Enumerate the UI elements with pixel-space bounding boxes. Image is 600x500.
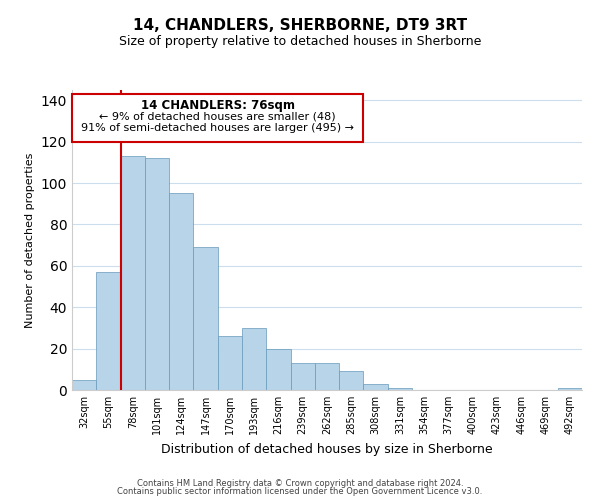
X-axis label: Distribution of detached houses by size in Sherborne: Distribution of detached houses by size …: [161, 442, 493, 456]
Bar: [72, 380, 96, 390]
Text: Contains HM Land Registry data © Crown copyright and database right 2024.: Contains HM Land Registry data © Crown c…: [137, 478, 463, 488]
Text: 14 CHANDLERS: 76sqm: 14 CHANDLERS: 76sqm: [141, 99, 295, 112]
Bar: [388, 388, 412, 390]
Y-axis label: Number of detached properties: Number of detached properties: [25, 152, 35, 328]
Bar: [121, 156, 145, 390]
Bar: [339, 372, 364, 390]
Text: Size of property relative to detached houses in Sherborne: Size of property relative to detached ho…: [119, 35, 481, 48]
Bar: [266, 348, 290, 390]
Text: ← 9% of detached houses are smaller (48): ← 9% of detached houses are smaller (48): [100, 112, 336, 122]
Bar: [218, 336, 242, 390]
Bar: [193, 247, 218, 390]
Bar: [364, 384, 388, 390]
Text: 91% of semi-detached houses are larger (495) →: 91% of semi-detached houses are larger (…: [81, 123, 354, 133]
Bar: [145, 158, 169, 390]
Text: 14, CHANDLERS, SHERBORNE, DT9 3RT: 14, CHANDLERS, SHERBORNE, DT9 3RT: [133, 18, 467, 32]
Bar: [96, 272, 121, 390]
Bar: [242, 328, 266, 390]
Bar: [290, 363, 315, 390]
Bar: [558, 388, 582, 390]
Bar: [169, 194, 193, 390]
Bar: [315, 363, 339, 390]
Text: Contains public sector information licensed under the Open Government Licence v3: Contains public sector information licen…: [118, 487, 482, 496]
